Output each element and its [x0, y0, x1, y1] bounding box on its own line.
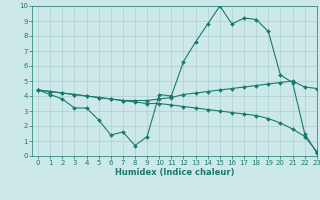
X-axis label: Humidex (Indice chaleur): Humidex (Indice chaleur): [115, 168, 234, 177]
